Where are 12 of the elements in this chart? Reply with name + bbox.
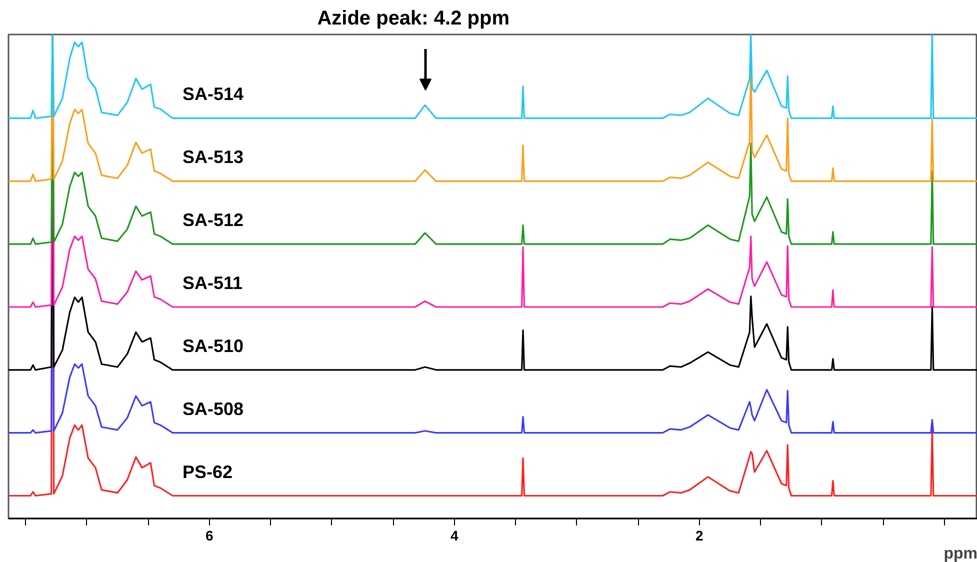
series-label: SA-513 (182, 147, 244, 168)
series-label: SA-512 (182, 210, 244, 230)
x-tick-label: 4 (450, 528, 459, 544)
x-tick-label: 6 (206, 528, 214, 544)
series-label: SA-508 (182, 398, 244, 419)
x-tick-label: 2 (696, 528, 704, 544)
series-label: SA-511 (182, 272, 242, 293)
series-label: SA-514 (182, 84, 244, 104)
x-axis-title: ppm (944, 546, 977, 562)
series-label: PS-62 (182, 462, 232, 482)
series-label: SA-510 (182, 336, 244, 356)
text: Azide peak: 4.2 ppm (317, 8, 510, 30)
